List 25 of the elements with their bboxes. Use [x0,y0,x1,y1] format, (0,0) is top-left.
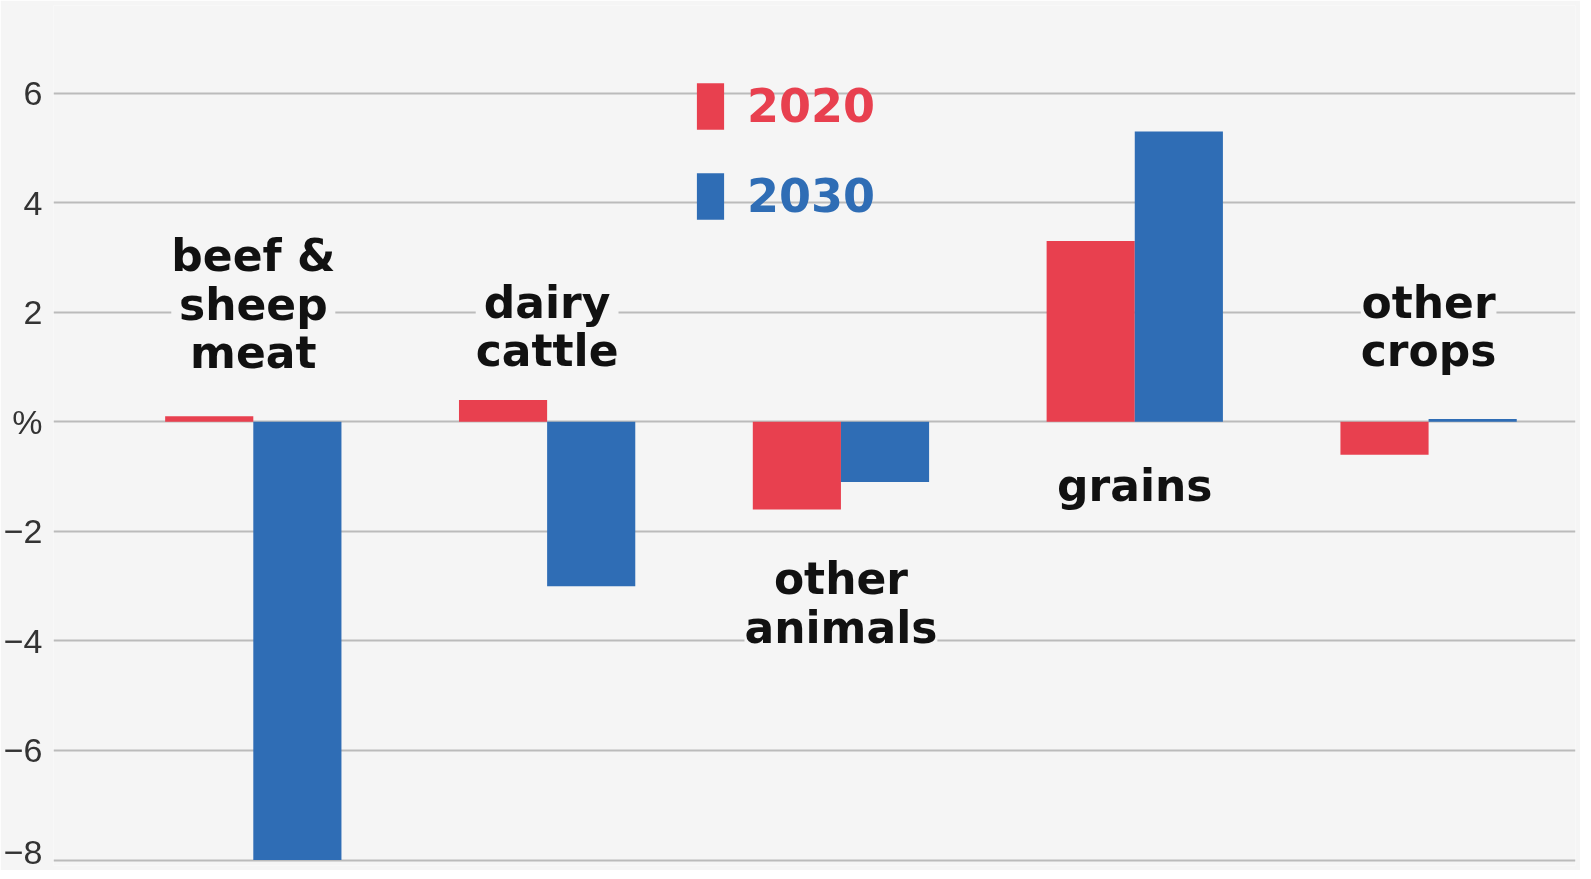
x-tick-label: beef & sheep meat [171,230,336,378]
bar [547,421,636,587]
y-tick-label: 6 [23,74,43,113]
bar [253,421,342,861]
y-tick-label: −4 [3,621,43,660]
x-tick-label: other crops [1360,276,1497,377]
bar [458,399,548,422]
y-tick-label: −6 [3,731,43,770]
y-tick-label: 2 [23,293,43,332]
legend-label: 2030 [747,169,876,223]
bar [1428,419,1517,422]
bar [752,421,841,510]
x-tick-label: other animals [744,553,938,653]
bar [1046,241,1135,422]
x-tick-label: dairy cattle [475,276,619,377]
bar [165,416,254,422]
y-tick-label: % [12,402,43,441]
legend-label: 2020 [747,79,876,133]
bar [840,421,930,483]
y-tick-label: −8 [3,832,43,871]
y-tick-label: −2 [3,512,43,551]
bar [1340,421,1429,455]
x-tick-label: grains [1057,460,1213,512]
bar [1134,131,1223,422]
y-tick-label: 4 [23,183,43,222]
